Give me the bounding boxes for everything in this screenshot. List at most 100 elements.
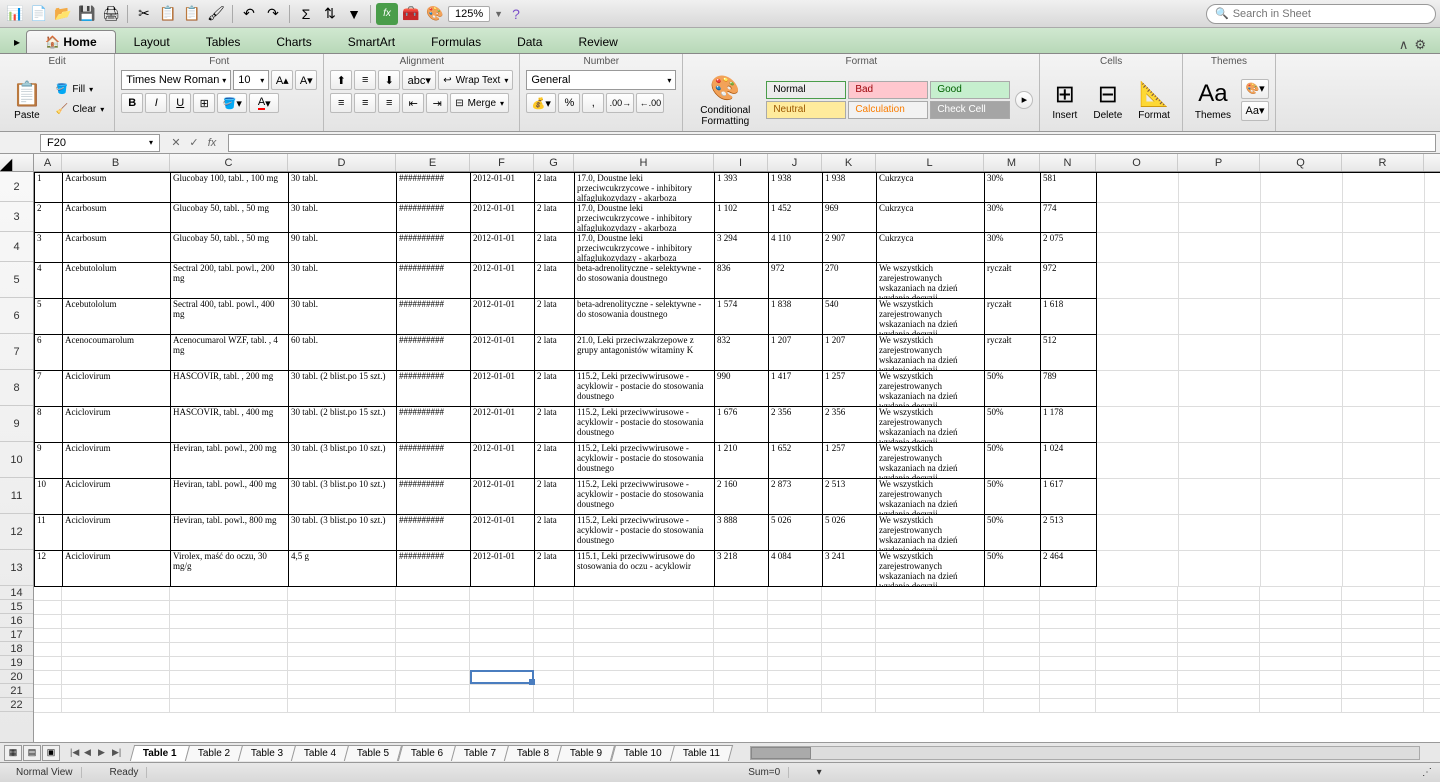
themes-button[interactable]: AaThemes: [1189, 76, 1237, 123]
row-header[interactable]: 20: [0, 670, 33, 684]
cell[interactable]: [822, 629, 876, 643]
cell[interactable]: 2012-01-01: [471, 173, 535, 203]
cell[interactable]: [876, 601, 984, 615]
cell[interactable]: [984, 671, 1040, 685]
cell[interactable]: 2 lata: [535, 371, 575, 407]
cell[interactable]: [1097, 173, 1179, 203]
cell[interactable]: [574, 671, 714, 685]
cell[interactable]: [470, 699, 534, 713]
tab-data[interactable]: Data: [499, 31, 560, 53]
font-color-button[interactable]: A▾: [249, 93, 279, 113]
cell[interactable]: 2 907: [823, 233, 877, 263]
cell[interactable]: [288, 587, 396, 601]
column-header[interactable]: K: [822, 154, 876, 171]
cell[interactable]: 2012-01-01: [471, 551, 535, 587]
cell[interactable]: 30%: [985, 233, 1041, 263]
zoom-level[interactable]: 125%: [448, 6, 490, 22]
cell[interactable]: [1097, 515, 1179, 551]
collapse-ribbon-icon[interactable]: ∧: [1399, 37, 1409, 53]
cell[interactable]: 2012-01-01: [471, 335, 535, 371]
cell[interactable]: [574, 685, 714, 699]
cell[interactable]: [1342, 699, 1424, 713]
cell[interactable]: [1179, 299, 1261, 335]
cell[interactable]: 3 218: [715, 551, 769, 587]
cell[interactable]: [1040, 629, 1096, 643]
cell[interactable]: [396, 601, 470, 615]
cell[interactable]: 1 676: [715, 407, 769, 443]
cell[interactable]: 1 652: [769, 443, 823, 479]
cell[interactable]: [1260, 685, 1342, 699]
cell[interactable]: [1178, 587, 1260, 601]
cell[interactable]: [1179, 203, 1261, 233]
cell[interactable]: [984, 601, 1040, 615]
align-center-icon[interactable]: ≡: [354, 93, 376, 113]
cell[interactable]: 3 241: [823, 551, 877, 587]
fill-color-button[interactable]: 🪣▾: [217, 93, 247, 113]
cell[interactable]: 1: [35, 173, 63, 203]
help-icon[interactable]: ?: [505, 3, 527, 25]
cell[interactable]: [1040, 699, 1096, 713]
cell[interactable]: 30 tabl.: [289, 299, 397, 335]
cell[interactable]: [714, 643, 768, 657]
cell[interactable]: 115.2, Leki przeciwwirusowe - acyklowir …: [575, 479, 715, 515]
cell[interactable]: 2 464: [1041, 551, 1097, 587]
fx-icon[interactable]: fx: [376, 3, 398, 25]
cell[interactable]: [62, 699, 170, 713]
cell[interactable]: Cukrzyca: [877, 173, 985, 203]
column-header[interactable]: H: [574, 154, 714, 171]
cell[interactable]: 6: [35, 335, 63, 371]
cell[interactable]: Heviran, tabl. powl., 200 mg: [171, 443, 289, 479]
cell[interactable]: ryczałt: [985, 263, 1041, 299]
cell[interactable]: [1261, 203, 1343, 233]
cell[interactable]: 2: [35, 203, 63, 233]
cell[interactable]: [1261, 371, 1343, 407]
cell[interactable]: 50%: [985, 371, 1041, 407]
cell[interactable]: 1 838: [769, 299, 823, 335]
row-header[interactable]: 17: [0, 628, 33, 642]
styles-more-icon[interactable]: ▸: [1015, 91, 1033, 109]
row-header[interactable]: 5: [0, 262, 33, 298]
cell[interactable]: [1260, 699, 1342, 713]
cell[interactable]: [1179, 371, 1261, 407]
cell[interactable]: [1179, 515, 1261, 551]
cell[interactable]: Aciclovirum: [63, 443, 171, 479]
cell[interactable]: 1 618: [1041, 299, 1097, 335]
cell[interactable]: [288, 671, 396, 685]
cell[interactable]: Heviran, tabl. powl., 400 mg: [171, 479, 289, 515]
cell[interactable]: 1 207: [769, 335, 823, 371]
cell[interactable]: 2 lata: [535, 203, 575, 233]
bold-button[interactable]: B: [121, 93, 143, 113]
cell[interactable]: Cukrzyca: [877, 203, 985, 233]
sheet-tab[interactable]: Table 4: [291, 745, 350, 761]
column-header[interactable]: E: [396, 154, 470, 171]
cell[interactable]: [822, 671, 876, 685]
cell[interactable]: 7: [35, 371, 63, 407]
cell[interactable]: 2012-01-01: [471, 407, 535, 443]
cell[interactable]: [1096, 643, 1178, 657]
cell[interactable]: [1096, 671, 1178, 685]
tab-review[interactable]: Review: [560, 31, 635, 53]
cell[interactable]: [1097, 203, 1179, 233]
cell[interactable]: [1096, 587, 1178, 601]
cell[interactable]: 1 417: [769, 371, 823, 407]
cell[interactable]: 2012-01-01: [471, 443, 535, 479]
cell[interactable]: [574, 657, 714, 671]
cell[interactable]: We wszystkich zarejestrowanych wskazania…: [877, 551, 985, 587]
cell[interactable]: [1342, 685, 1424, 699]
row-header[interactable]: 10: [0, 442, 33, 478]
cell[interactable]: [768, 643, 822, 657]
cut-icon[interactable]: ✂: [133, 3, 155, 25]
fill-button[interactable]: 🪣Fill▾: [52, 81, 108, 99]
cell[interactable]: 990: [715, 371, 769, 407]
cell[interactable]: [1178, 601, 1260, 615]
sort-icon[interactable]: ⇅: [319, 3, 341, 25]
cell[interactable]: We wszystkich zarejestrowanych wskazania…: [877, 443, 985, 479]
cell[interactable]: 1 024: [1041, 443, 1097, 479]
page-break-view-icon[interactable]: ▣: [42, 745, 60, 761]
cell[interactable]: [1261, 479, 1343, 515]
cell[interactable]: Cukrzyca: [877, 233, 985, 263]
orientation-icon[interactable]: abc▾: [402, 70, 436, 90]
cell[interactable]: 2 lata: [535, 515, 575, 551]
cell[interactable]: [534, 657, 574, 671]
cell[interactable]: [876, 587, 984, 601]
